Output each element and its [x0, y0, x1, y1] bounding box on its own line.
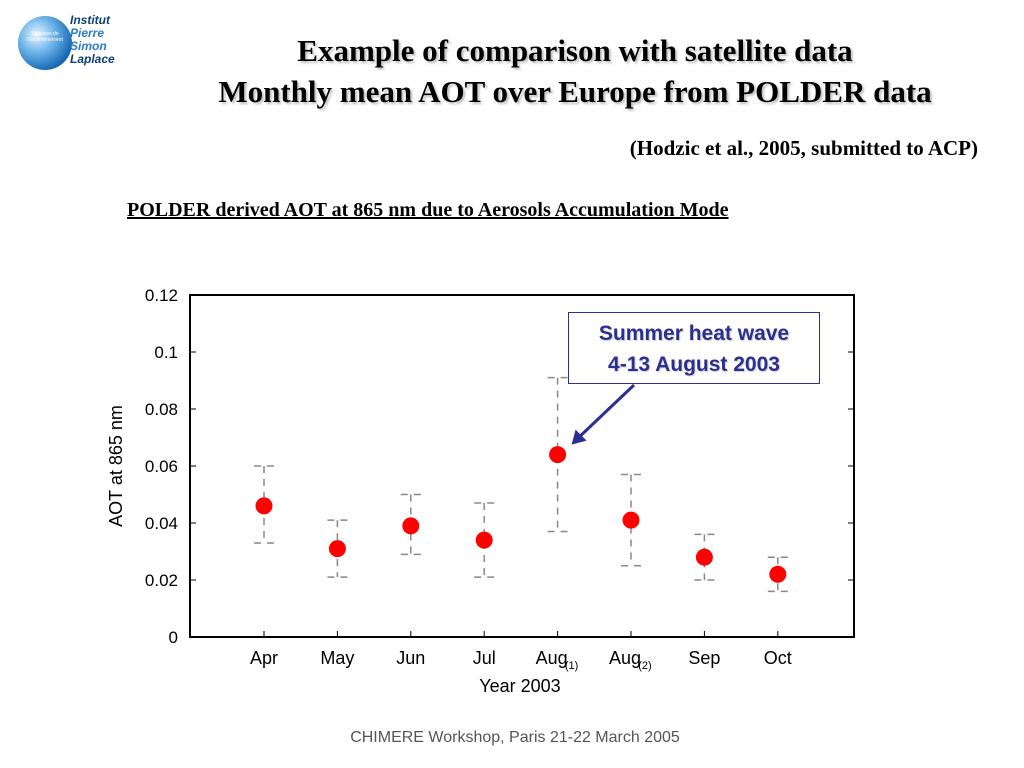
slide-title: Example of comparison with satellite dat…: [0, 30, 1024, 112]
logo-line-3: Simon: [70, 39, 107, 53]
data-point: [255, 497, 273, 515]
data-point: [622, 511, 640, 529]
ipsl-logo: Sciences de l'Environnement Institut Pie…: [14, 12, 124, 72]
y-tick-label: 0.12: [145, 286, 178, 305]
data-point: [475, 531, 493, 549]
citation: (Hodzic et al., 2005, submitted to ACP): [629, 136, 978, 160]
y-tick-label: 0: [169, 628, 178, 647]
callout-arrow-shaft: [578, 383, 636, 438]
x-tick-label: Apr: [250, 648, 278, 668]
logo-line-2: Pierre: [70, 26, 105, 40]
footer-text: CHIMERE Workshop, Paris 21-22 March 2005: [350, 729, 680, 746]
x-axis-label: Year 2003: [479, 676, 560, 696]
x-tick-label: Sep: [688, 648, 720, 668]
y-tick-label: 0.06: [145, 457, 178, 476]
x-tick-subscript: (2): [638, 660, 651, 672]
data-point: [769, 565, 787, 583]
y-axis-label: AOT at 865 nm: [106, 405, 126, 527]
data-point: [402, 517, 420, 535]
heat-wave-callout: Summer heat wave 4-13 August 2003: [568, 312, 820, 384]
title-line-1: Example of comparison with satellite dat…: [297, 33, 853, 68]
x-tick-label: Jul: [473, 648, 496, 668]
x-tick-label: Aug: [536, 648, 568, 668]
footer: CHIMERE Workshop, Paris 21-22 March 2005: [0, 729, 1024, 747]
logo-line-1: Institut: [70, 13, 110, 27]
callout-line-2: 4-13 August 2003: [608, 353, 780, 376]
y-tick-label: 0.08: [145, 400, 178, 419]
globe-icon: [18, 16, 72, 70]
x-tick-label: Aug: [609, 648, 641, 668]
y-tick-label: 0.04: [145, 514, 178, 533]
y-tick-label: 0.02: [145, 571, 178, 590]
data-point: [328, 540, 346, 558]
x-tick-label: May: [320, 648, 354, 668]
logo-line-4: Laplace: [70, 52, 115, 66]
data-point: [695, 548, 713, 566]
x-tick-label: Oct: [764, 648, 792, 668]
callout-arrow-head: [571, 429, 587, 445]
y-tick-label: 0.1: [154, 343, 178, 362]
chart-subtitle: POLDER derived AOT at 865 nm due to Aero…: [127, 199, 729, 221]
logo-wordmark: Institut Pierre Simon Laplace: [70, 14, 115, 66]
callout-line-1: Summer heat wave: [598, 322, 790, 345]
data-point: [549, 446, 567, 464]
title-line-2: Monthly mean AOT over Europe from POLDER…: [218, 74, 932, 109]
logo-ball-text: Sciences de l'Environnement: [27, 31, 63, 43]
x-tick-subscript: (1): [565, 660, 578, 672]
x-tick-label: Jun: [396, 648, 425, 668]
